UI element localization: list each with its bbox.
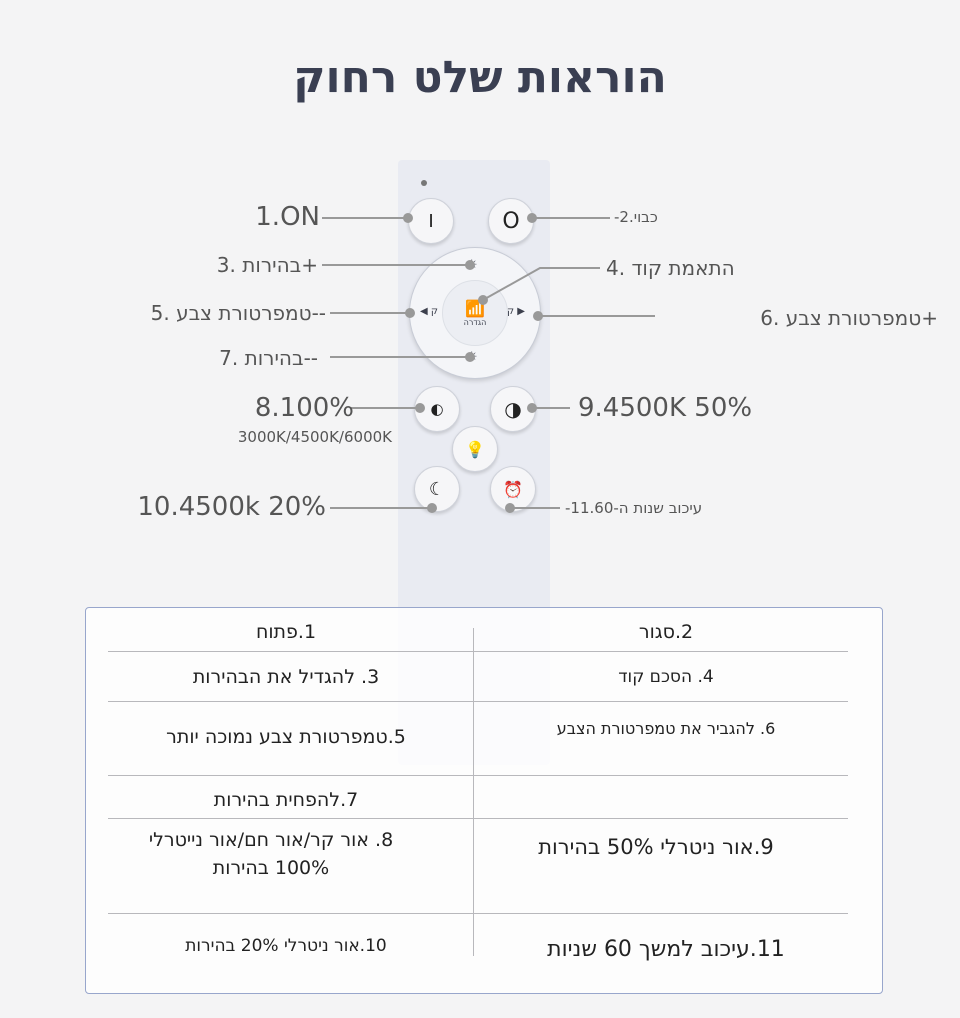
row-divider: [108, 775, 848, 776]
annotation-6: 6. טמפרטורת צבע+: [760, 306, 938, 330]
table-cell: 10.אור ניטרלי 20% בהירות: [185, 936, 387, 956]
annotation-11: -11.עיכוב שנות ה-60: [565, 499, 703, 517]
annotation-7: 7. בהירות--: [219, 346, 318, 370]
pair-label: הגדרה: [463, 318, 487, 327]
right-label: ק: [507, 306, 515, 317]
instructions-table: 1.פתוח 2.סגור 3. להגדיל את הבהירות 4. הס…: [85, 607, 883, 994]
color-temp-down-button[interactable]: ◀ ק: [420, 306, 438, 317]
row-divider: [108, 913, 848, 914]
table-cell: 3. להגדיל את הבהירות: [192, 666, 380, 688]
row-divider: [108, 818, 848, 819]
moon-icon: ☾: [428, 478, 446, 500]
table-cell: 8. אור קר/אור חם/אור נייטרלי 100% בהירות: [148, 829, 394, 879]
annotation-9: 9.4500K 50%: [578, 393, 753, 423]
table-cell: 2.סגור: [638, 621, 694, 643]
annotation-3: 3. בהירות+: [216, 253, 318, 277]
table-cell: 1.פתוח: [255, 621, 317, 643]
on-label: I: [428, 210, 434, 232]
alarm-clock-icon: ⏰: [503, 479, 523, 499]
brightness-button[interactable]: 💡: [452, 426, 498, 472]
row-divider: [108, 701, 848, 702]
color-temp-up-button[interactable]: ק ▶: [507, 306, 525, 317]
led-indicator: [421, 180, 427, 186]
moon-cycle-icon: ◐: [430, 400, 444, 418]
annotation-10: 10.4500k 20%: [137, 492, 326, 522]
annotation-2: -2.כבוי: [614, 208, 658, 226]
table-cell: 7.להפחית בהירות: [213, 789, 359, 811]
table-cell: 5.טמפרטורת צבע נמוכה יותר: [166, 726, 406, 748]
annotation-5: 5. טמפרטורת צבע--: [150, 301, 326, 325]
annotation-4: 4. התאמת קוד: [606, 256, 735, 280]
lightbulb-icon: 💡: [465, 439, 485, 459]
night-light-button[interactable]: ☾: [414, 466, 460, 512]
column-divider: [473, 628, 474, 956]
table-cell: 6. להגביר את טמפרטורת הצבע: [556, 719, 776, 738]
off-label: O: [502, 208, 520, 234]
contrast-icon: ◑: [504, 397, 522, 421]
annotation-8-sub: 3000K/4500K/6000K: [237, 428, 392, 446]
annotation-8: 8.100%: [254, 393, 354, 423]
left-label: ק: [430, 306, 438, 317]
page-title: הוראות שלט רחוק: [293, 52, 667, 103]
table-cell: 9.אור ניטרלי 50% בהירות: [538, 835, 774, 859]
off-button[interactable]: O: [488, 198, 534, 244]
table-cell: 4. הסכם קוד: [618, 667, 714, 687]
table-cell: 11.עיכוב למשך 60 שניות: [547, 937, 785, 962]
annotation-1: 1.ON: [255, 202, 320, 232]
row-divider: [108, 651, 848, 652]
